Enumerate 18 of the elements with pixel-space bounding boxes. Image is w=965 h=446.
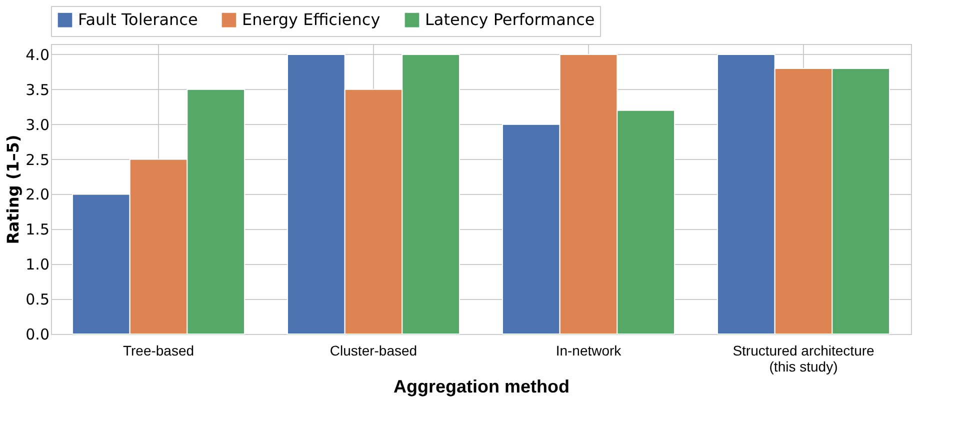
legend-label: Fault Tolerance (78, 10, 198, 30)
y-tick-label: 3.0 (26, 116, 50, 134)
x-axis-title: Aggregation method (394, 376, 570, 396)
y-tick-label: 2.0 (26, 186, 50, 204)
legend-label: Energy Efficiency (242, 10, 380, 30)
y-tick-label: 4.0 (26, 46, 50, 64)
y-tick-label: 1.5 (26, 220, 50, 239)
y-tick-label: 3.5 (26, 80, 50, 99)
x-tick-label: Tree-based (122, 342, 194, 358)
y-axis-title: Rating (1–5) (4, 134, 23, 244)
y-tick-label: 0.0 (26, 326, 50, 344)
y-tick-label: 1.0 (26, 256, 50, 274)
y-tick-label: 2.5 (26, 150, 50, 169)
x-tick-label: In-network (556, 342, 622, 358)
y-tick-label: 0.5 (26, 290, 50, 309)
legend-label: Latency Performance (425, 10, 595, 30)
x-tick-label: Structured architecture (this study) (732, 342, 875, 374)
x-tick-label: Cluster-based (330, 342, 418, 358)
